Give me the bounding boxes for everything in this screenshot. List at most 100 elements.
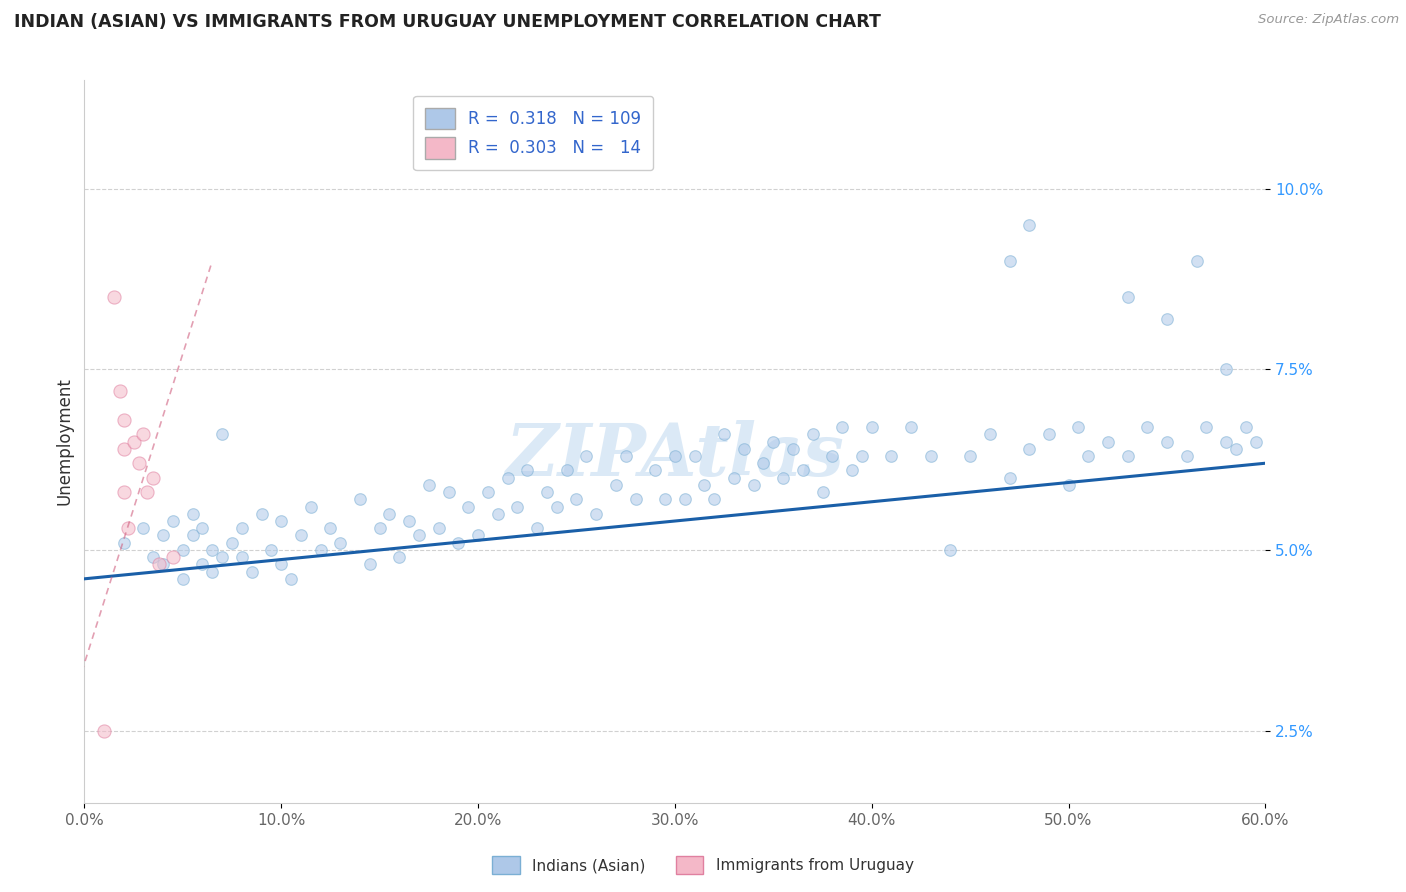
Point [260, 542, 283, 557]
Point [801, 427, 824, 442]
Point [112, 485, 135, 500]
Point [240, 565, 263, 579]
Point [467, 528, 489, 542]
Point [506, 500, 529, 514]
Point [959, 449, 981, 463]
Point [1175, 449, 1198, 463]
Point [703, 492, 725, 507]
Point [250, 507, 273, 521]
Point [378, 507, 401, 521]
Point [201, 542, 224, 557]
Point [831, 420, 853, 434]
Point [900, 420, 922, 434]
Point [112, 442, 135, 456]
Point [201, 565, 224, 579]
Point [555, 463, 578, 477]
Point [211, 550, 233, 565]
Point [181, 507, 204, 521]
Point [772, 471, 794, 485]
Point [1234, 420, 1257, 434]
Point [162, 550, 184, 565]
Point [1116, 290, 1139, 304]
Point [979, 427, 1001, 442]
Point [437, 485, 460, 500]
Point [998, 253, 1021, 268]
Point [546, 500, 568, 514]
Point [418, 478, 440, 492]
Point [1077, 449, 1099, 463]
Point [605, 478, 627, 492]
Point [112, 413, 135, 427]
Point [152, 558, 174, 572]
Point [1018, 218, 1040, 232]
Point [319, 521, 342, 535]
Point [486, 507, 509, 521]
Point [221, 535, 243, 549]
Point [103, 290, 125, 304]
Point [752, 456, 775, 470]
Point [792, 463, 814, 477]
Point [841, 463, 863, 477]
Point [1156, 311, 1178, 326]
Point [112, 535, 135, 549]
Point [231, 521, 253, 535]
Point [516, 463, 538, 477]
Point [1185, 253, 1208, 268]
Legend: R =  0.318   N = 109, R =  0.303   N =   14: R = 0.318 N = 109, R = 0.303 N = 14 [413, 95, 652, 170]
Point [683, 449, 706, 463]
Point [142, 471, 165, 485]
Point [1195, 420, 1218, 434]
Point [1038, 427, 1060, 442]
Point [162, 514, 184, 528]
Point [1244, 434, 1267, 449]
Point [821, 449, 844, 463]
Point [108, 384, 131, 398]
Point [477, 485, 499, 500]
Point [280, 572, 302, 586]
Point [762, 434, 785, 449]
Point [408, 528, 430, 542]
Point [1225, 442, 1247, 456]
Point [1097, 434, 1119, 449]
Point [136, 485, 159, 500]
Point [920, 449, 942, 463]
Point [723, 471, 745, 485]
Point [624, 492, 647, 507]
Legend: Indians (Asian), Immigrants from Uruguay: Indians (Asian), Immigrants from Uruguay [486, 850, 920, 880]
Point [526, 521, 548, 535]
Point [782, 442, 804, 456]
Point [152, 528, 174, 542]
Point [673, 492, 696, 507]
Point [191, 521, 214, 535]
Point [811, 485, 834, 500]
Point [329, 535, 352, 549]
Point [664, 449, 686, 463]
Text: ZIPAtlas: ZIPAtlas [506, 420, 844, 491]
Point [1018, 442, 1040, 456]
Point [309, 542, 332, 557]
Point [447, 535, 470, 549]
Point [496, 471, 519, 485]
Point [211, 427, 233, 442]
Point [270, 514, 292, 528]
Point [1156, 434, 1178, 449]
Point [1057, 478, 1080, 492]
Point [398, 514, 420, 528]
Point [148, 558, 170, 572]
Point [939, 542, 962, 557]
Point [644, 463, 666, 477]
Point [132, 521, 155, 535]
Point [713, 427, 735, 442]
Point [860, 420, 883, 434]
Point [349, 492, 371, 507]
Point [93, 723, 115, 738]
Point [142, 550, 165, 565]
Text: INDIAN (ASIAN) VS IMMIGRANTS FROM URUGUAY UNEMPLOYMENT CORRELATION CHART: INDIAN (ASIAN) VS IMMIGRANTS FROM URUGUA… [14, 13, 882, 31]
Point [1215, 434, 1237, 449]
Point [270, 558, 292, 572]
Point [1116, 449, 1139, 463]
Point [536, 485, 558, 500]
Point [231, 550, 253, 565]
Point [565, 492, 588, 507]
Text: Source: ZipAtlas.com: Source: ZipAtlas.com [1258, 13, 1399, 27]
